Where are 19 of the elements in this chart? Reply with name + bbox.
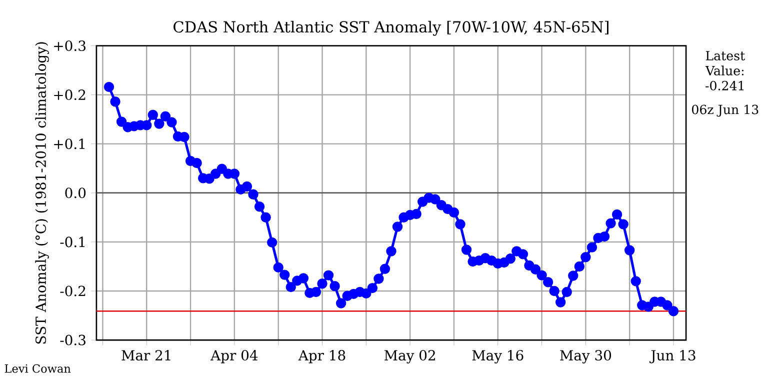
- y-tick-label: -0.1: [60, 236, 84, 248]
- x-tick-label: Apr 04: [210, 350, 258, 364]
- x-tick-label: Apr 18: [298, 350, 346, 364]
- x-tick-label: Mar 21: [122, 350, 170, 361]
- y-axis-title: SST Anomaly (°C) (1981-2010 climatology): [35, 42, 49, 344]
- x-tick-label: May 16: [472, 350, 524, 364]
- x-tick-label: Jun 13: [650, 350, 696, 364]
- y-tick-label: +0.1: [54, 138, 84, 150]
- text: Levi Cowan: [4, 364, 71, 373]
- text: Latest Value: -0.241: [705, 51, 746, 90]
- y-tick-label: +0.2: [54, 90, 86, 100]
- y-tick-label: +0.3: [54, 40, 86, 52]
- text: 06z Jun 13: [692, 104, 758, 117]
- chart-title: CDAS North Atlantic SST Anomaly [70W-10W, 45N-65N]: [174, 20, 608, 36]
- x-tick-label: May 02: [384, 350, 435, 364]
- y-tick-label: 0.0: [65, 188, 86, 198]
- y-tick-label: -0.3: [60, 334, 86, 346]
- x-tick-label: May 30: [560, 350, 612, 364]
- y-tick-label: -0.2: [60, 286, 86, 296]
